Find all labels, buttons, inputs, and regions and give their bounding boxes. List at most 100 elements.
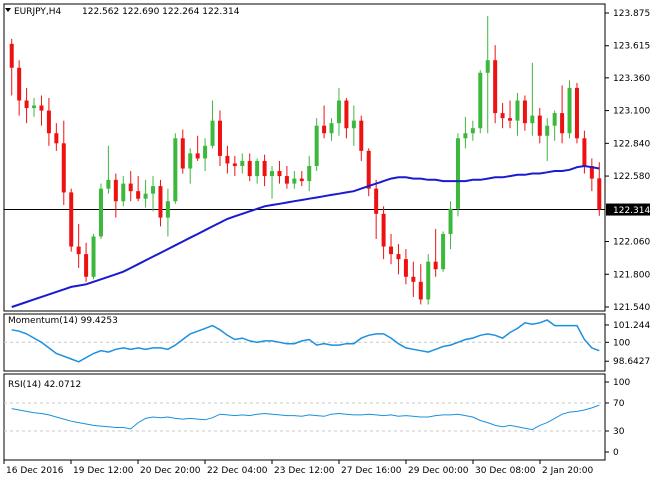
candle-body bbox=[359, 120, 364, 151]
candle-body bbox=[76, 246, 81, 255]
candle-body bbox=[84, 254, 89, 277]
candle-body bbox=[433, 261, 438, 270]
price-panel: 123.875 123.615 123.360 123.100 122.840 122.5… bbox=[3, 3, 650, 313]
candle-body bbox=[158, 186, 163, 218]
candle-body bbox=[284, 176, 289, 184]
momentum-panel: 101.2448 100 98.6427 bbox=[3, 313, 650, 372]
x-tick-label: 29 Dec 00:00 bbox=[408, 466, 469, 476]
rsi-ytick-label: 100 bbox=[613, 378, 630, 388]
price-ytick-label: 122.840 bbox=[613, 139, 650, 149]
price-ytick-label: 122.580 bbox=[613, 172, 650, 182]
candle-body bbox=[515, 100, 520, 121]
header-ohlc: 122.562 122.690 122.264 122.314 bbox=[82, 7, 240, 17]
price-ytick-label: 123.360 bbox=[613, 74, 650, 84]
dropdown-triangle-icon[interactable] bbox=[5, 8, 11, 12]
candle-body bbox=[322, 125, 327, 134]
candle-body bbox=[441, 233, 446, 270]
price-ytick-label: 122.060 bbox=[613, 238, 650, 248]
price-ytick-label: 123.875 bbox=[613, 9, 650, 19]
candle-body bbox=[143, 193, 148, 199]
x-tick-label: 27 Dec 16:00 bbox=[341, 466, 402, 476]
candle-body bbox=[567, 87, 572, 134]
candle-body bbox=[240, 160, 245, 166]
candle-body bbox=[418, 281, 423, 300]
x-tick-label: 30 Dec 08:00 bbox=[475, 466, 536, 476]
candle-body bbox=[128, 183, 133, 192]
candle-body bbox=[329, 123, 334, 134]
candle-body bbox=[203, 145, 208, 159]
candle-body bbox=[478, 72, 483, 129]
candle-body bbox=[262, 160, 267, 177]
candle-body bbox=[508, 118, 513, 121]
candle-body bbox=[545, 125, 550, 136]
x-axis: 16 Dec 2016 19 Dec 12:00 20 Dec 20:00 22 De… bbox=[3, 459, 605, 476]
candle-body bbox=[232, 163, 237, 166]
candle-body bbox=[582, 138, 587, 166]
candle-body bbox=[411, 276, 416, 282]
x-tick-label: 16 Dec 2016 bbox=[6, 466, 64, 476]
candle-body bbox=[39, 105, 44, 111]
candle-body bbox=[552, 113, 557, 126]
rsi-title: RSI(14) 42.0712 bbox=[8, 380, 81, 390]
moving-average-line bbox=[11, 164, 600, 308]
candle-body bbox=[522, 100, 527, 124]
candle-body bbox=[24, 100, 29, 109]
candle-body bbox=[61, 143, 66, 193]
price-ytick-label: 123.100 bbox=[613, 107, 650, 117]
rsi-ytick-label: 30 bbox=[613, 427, 625, 437]
candle-body bbox=[9, 43, 14, 68]
candle-body bbox=[247, 160, 252, 177]
rsi-ytick-label: 0 bbox=[613, 448, 619, 458]
candle-body bbox=[396, 254, 401, 260]
price-ytick-label: 123.615 bbox=[613, 42, 650, 52]
candle-body bbox=[448, 208, 453, 234]
rsi-line bbox=[11, 404, 600, 431]
candle-body bbox=[403, 259, 408, 277]
candle-body bbox=[463, 133, 468, 139]
candle-body bbox=[500, 113, 505, 119]
candle-body bbox=[113, 179, 118, 202]
x-tick-label: 20 Dec 20:00 bbox=[140, 466, 201, 476]
momentum-ytick-label: 101.2448 bbox=[613, 321, 650, 331]
chart-header: EURJPY,H4 122.562 122.690 122.264 122.31… bbox=[5, 7, 240, 17]
candle-body bbox=[277, 171, 282, 177]
candle-body bbox=[560, 113, 565, 134]
candle-body bbox=[165, 201, 170, 218]
x-tick-label: 2 Jan 20:00 bbox=[542, 466, 594, 476]
candle-body bbox=[69, 192, 74, 247]
candle-body bbox=[366, 150, 371, 189]
candle-body bbox=[299, 178, 304, 182]
header-symbol: EURJPY,H4 bbox=[14, 7, 62, 17]
x-tick-label: 23 Dec 12:00 bbox=[274, 466, 335, 476]
candle-body bbox=[374, 188, 379, 214]
candle-body bbox=[98, 188, 103, 237]
candle-body bbox=[426, 261, 431, 300]
momentum-title: Momentum(14) 99.4253 bbox=[8, 316, 118, 326]
candle-body bbox=[470, 128, 475, 134]
candle-body bbox=[91, 236, 96, 277]
candle-body bbox=[17, 67, 22, 101]
candle-body bbox=[455, 138, 460, 209]
candle-body bbox=[106, 179, 111, 189]
candle-body bbox=[389, 246, 394, 255]
momentum-line bbox=[11, 319, 600, 363]
candle-body bbox=[589, 165, 594, 179]
rsi-ytick-label: 70 bbox=[613, 399, 625, 409]
candle-body bbox=[574, 87, 579, 139]
price-frame bbox=[3, 3, 606, 312]
candle-body bbox=[210, 120, 215, 146]
candle-body bbox=[225, 155, 230, 164]
candle-body bbox=[136, 191, 141, 199]
candle-body bbox=[336, 100, 341, 124]
candle-body bbox=[46, 110, 51, 134]
candle-body bbox=[255, 160, 260, 177]
candle-body bbox=[381, 213, 386, 247]
price-ytick-label: 121.800 bbox=[613, 270, 650, 280]
rsi-frame bbox=[3, 373, 606, 461]
candle-body bbox=[121, 183, 126, 202]
candle-body bbox=[597, 178, 602, 210]
x-tick-label: 19 Dec 12:00 bbox=[73, 466, 134, 476]
candle-body bbox=[173, 138, 178, 202]
candle-body bbox=[351, 120, 356, 129]
